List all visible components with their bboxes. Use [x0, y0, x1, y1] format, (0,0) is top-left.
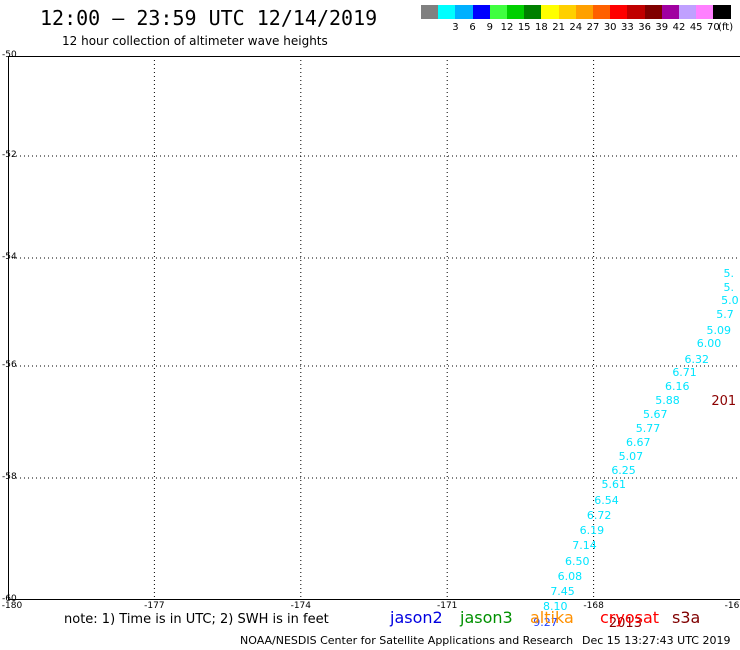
wave-height-value: 5.07 — [618, 449, 644, 463]
legend-swatch — [438, 5, 456, 19]
latitude-label: -60 — [2, 594, 17, 604]
longitude-label: -177 — [144, 601, 165, 611]
legend-tick-label: 12 — [500, 22, 514, 33]
latitude-label: -50 — [2, 50, 17, 60]
footer-note: note: 1) Time is in UTC; 2) SWH is in fe… — [64, 612, 329, 627]
latitude-label: -52 — [2, 150, 17, 160]
legend-swatch — [455, 5, 473, 19]
legend-swatch — [627, 5, 645, 19]
legend-swatch — [679, 5, 697, 19]
legend-s3a: s3a — [672, 608, 701, 627]
wave-height-value: 5.88 — [655, 393, 680, 407]
legend-swatch — [661, 5, 679, 19]
legend-cryosat: cryosat — [600, 608, 660, 627]
wave-height-value: 5.0 — [721, 294, 739, 308]
legend-swatch — [558, 5, 576, 19]
wave-height-value: 6.67 — [625, 435, 651, 449]
legend-swatch — [541, 5, 559, 19]
longitude-label: -180 — [1, 601, 23, 611]
wave-height-value: 6.00 — [696, 337, 722, 351]
wave-height-value: 8.10 — [543, 600, 568, 614]
legend-tick-label: 27 — [586, 22, 600, 33]
legend-tick-label: 24 — [569, 22, 583, 33]
longitude-label: -168 — [583, 601, 604, 611]
legend-tick-label: 42 — [672, 22, 686, 33]
legend-swatch — [489, 5, 507, 19]
wave-height-value: 7.45 — [550, 585, 575, 599]
wave-height-value: 9.27 — [533, 615, 558, 629]
wave-height-value: 6.32 — [684, 352, 710, 366]
wave-height-value: 7.14 — [572, 539, 597, 553]
wave-height-value: 6.54 — [594, 493, 619, 507]
wave-height-value: 6.25 — [611, 463, 636, 477]
wave-height-value: 5.67 — [643, 407, 668, 421]
legend-tick-label: 15 — [517, 22, 531, 33]
legend-tick-label: 36 — [638, 22, 651, 33]
wave-height-value: 6.71 — [672, 365, 697, 379]
legend-tick-label: 3 — [452, 22, 459, 33]
legend-tick-label: 30 — [603, 22, 617, 33]
track-year-label: 2013 — [608, 616, 642, 632]
latitude-label: -54 — [2, 252, 17, 262]
legend-unit-label: (ft) — [718, 22, 734, 33]
legend-tick-label: 9 — [486, 22, 493, 33]
wave-height-value: 5.7 — [716, 307, 734, 321]
longitude-label: -171 — [436, 601, 458, 611]
longitude-label: -174 — [290, 601, 312, 611]
legend-swatch — [575, 5, 593, 19]
legend-tick-label: 70 — [707, 22, 720, 33]
legend-swatch — [524, 5, 542, 19]
track-year-label: 201 — [711, 394, 737, 410]
generated-timestamp: Dec 15 13:27:43 UTC 2019 — [582, 634, 731, 647]
legend-swatch — [610, 5, 628, 19]
legend-jason2: jason2 — [390, 608, 443, 627]
wave-height-value: 6.16 — [665, 379, 690, 393]
longitude-label: -16 — [724, 601, 740, 611]
legend-swatch — [696, 5, 714, 19]
legend-swatch — [644, 5, 662, 19]
wave-height-value: 6.72 — [586, 508, 612, 522]
legend-swatch — [507, 5, 525, 19]
wave-height-value: 5. — [723, 280, 735, 294]
latitude-label: -56 — [2, 360, 17, 370]
legend-tick-label: 39 — [655, 22, 669, 33]
wave-height-value: 5.77 — [635, 421, 661, 435]
map-frame — [8, 56, 740, 600]
legend-tick-label: 18 — [535, 22, 548, 33]
latitude-label: -58 — [2, 472, 17, 482]
legend-swatch — [593, 5, 611, 19]
wave-height-value: 5.61 — [601, 478, 627, 492]
wave-height-value: 5. — [723, 267, 735, 281]
credit-line: NOAA/NESDIS Center for Satellite Applica… — [240, 634, 574, 647]
legend-tick-label: 33 — [621, 22, 634, 33]
legend-jason3: jason3 — [460, 608, 513, 627]
legend-tick-label: 21 — [552, 22, 565, 33]
legend-swatch — [472, 5, 490, 19]
page-subtitle: 12 hour collection of altimeter wave hei… — [62, 34, 328, 48]
wave-height-value: 5.09 — [706, 323, 731, 337]
legend-tick-label: 45 — [689, 22, 703, 33]
legend-altika: altika — [530, 608, 574, 627]
page-title: 12:00 – 23:59 UTC 12/14/2019 — [40, 6, 378, 30]
wave-height-value: 6.08 — [557, 569, 583, 583]
wave-height-value: 6.50 — [564, 554, 590, 568]
legend-swatch — [713, 5, 731, 19]
legend-swatch — [421, 5, 439, 19]
legend-tick-label: 6 — [469, 22, 476, 33]
wave-height-value: 6.19 — [579, 524, 605, 538]
